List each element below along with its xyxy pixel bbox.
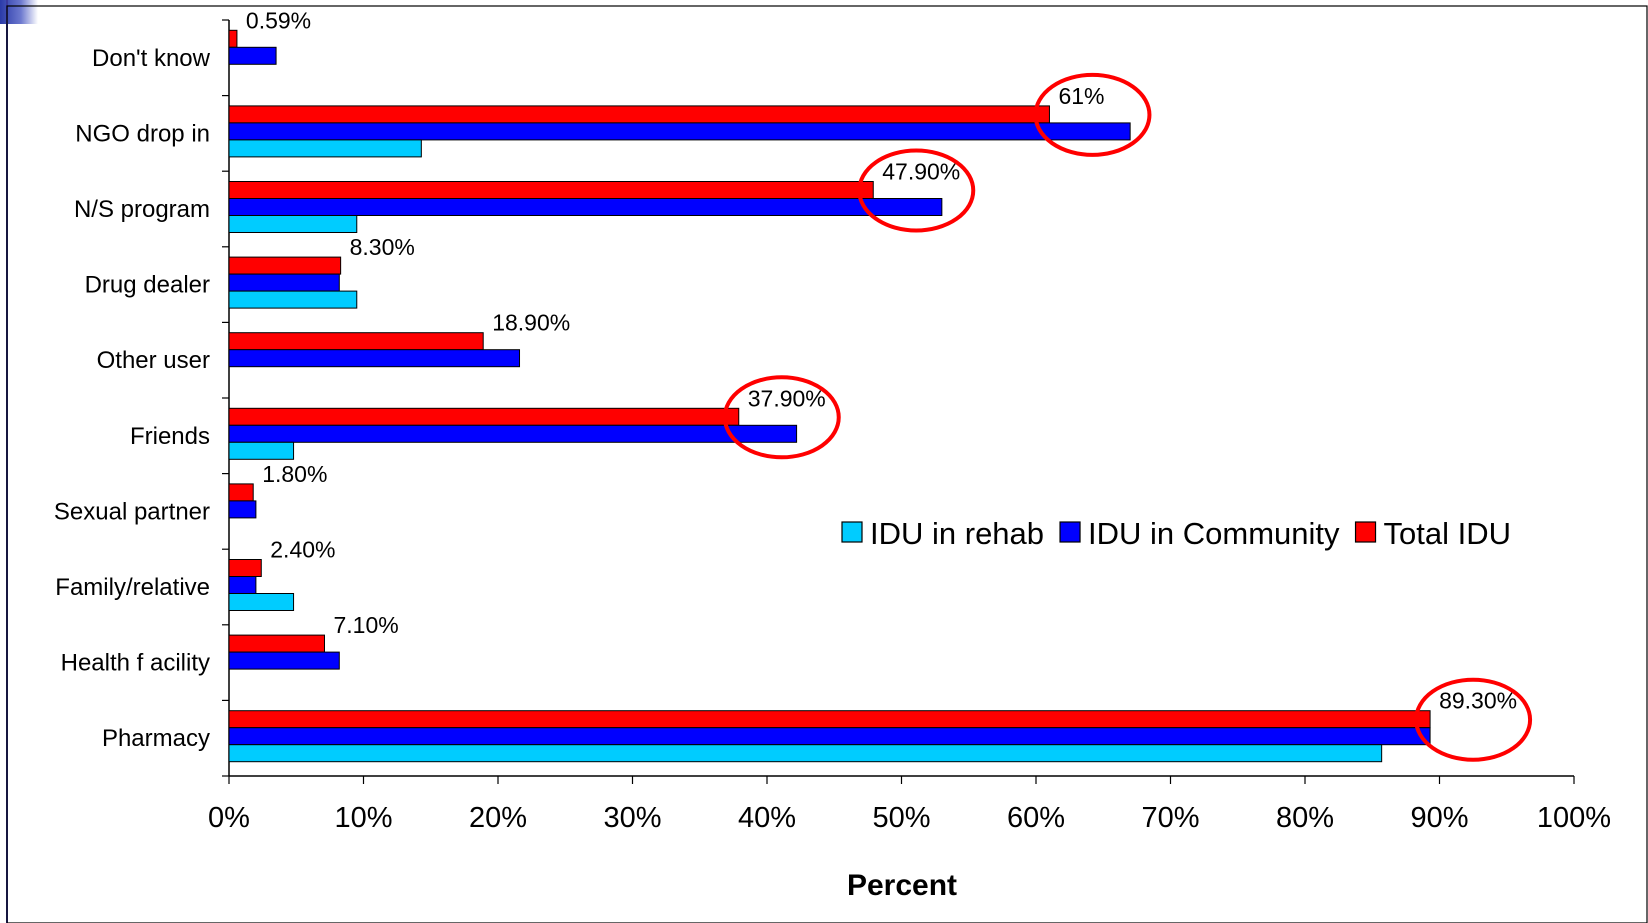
x-tick-label: 50%	[872, 802, 930, 834]
bar-idu-in-community	[229, 274, 339, 291]
x-tick-label: 10%	[334, 802, 392, 834]
data-label: 37.90%	[748, 385, 826, 411]
category-label: Other user	[97, 347, 210, 374]
data-label: 61%	[1058, 83, 1104, 109]
bar-idu-in-rehab	[229, 442, 294, 459]
data-label: 18.90%	[492, 310, 570, 336]
bar-idu-in-community	[229, 47, 276, 64]
legend-label: IDU in rehab	[870, 516, 1044, 551]
bar-total-idu	[229, 560, 261, 577]
x-tick-label: 80%	[1276, 802, 1334, 834]
data-label: 8.30%	[350, 234, 415, 260]
legend-swatch	[842, 522, 862, 542]
category-label: Health f acility	[61, 650, 210, 677]
legend: IDU in rehab IDU in Community Total IDU	[842, 516, 1511, 551]
category-label: Family/relative	[55, 574, 210, 601]
legend-label: IDU in Community	[1088, 516, 1340, 551]
legend-swatch	[1060, 522, 1080, 542]
x-tick-label: 100%	[1537, 802, 1611, 834]
bar-idu-in-community	[229, 350, 520, 367]
bar-idu-in-rehab	[229, 216, 357, 233]
bar-idu-in-rehab	[229, 140, 421, 157]
x-tick-label: 70%	[1141, 802, 1199, 834]
data-label: 47.90%	[882, 159, 960, 185]
bar-total-idu	[229, 711, 1430, 728]
data-label: 1.80%	[262, 461, 327, 487]
category-label: Sexual partner	[54, 498, 210, 525]
category-label: Drug dealer	[85, 272, 210, 299]
bar-total-idu	[229, 30, 237, 47]
bar-idu-in-rehab	[229, 594, 294, 611]
bar-idu-in-community	[229, 425, 797, 442]
data-label: 89.30%	[1439, 688, 1517, 714]
legend-label: Total IDU	[1384, 516, 1511, 551]
bar-idu-in-community	[229, 652, 339, 669]
category-label: Pharmacy	[102, 725, 210, 752]
category-label: Friends	[130, 423, 210, 450]
x-tick-label: 40%	[738, 802, 796, 834]
bar-idu-in-community	[229, 577, 256, 594]
bar-idu-in-community	[229, 199, 942, 216]
category-label: N/S program	[74, 196, 210, 223]
bar-total-idu	[229, 333, 483, 350]
x-axis-title: Percent	[847, 869, 957, 902]
bar-total-idu	[229, 635, 324, 652]
data-label: 7.10%	[333, 612, 398, 638]
x-tick-label: 60%	[1007, 802, 1065, 834]
bar-total-idu	[229, 106, 1049, 123]
bar-idu-in-rehab	[229, 291, 357, 308]
x-tick-label: 20%	[469, 802, 527, 834]
category-label: NGO drop in	[75, 120, 210, 147]
category-label: Don't know	[92, 45, 211, 72]
x-tick-label: 0%	[208, 802, 250, 834]
bar-idu-in-community	[229, 501, 256, 518]
bar-total-idu	[229, 182, 873, 199]
bar-total-idu	[229, 257, 341, 274]
x-tick-label: 90%	[1410, 802, 1468, 834]
bar-total-idu	[229, 484, 253, 501]
bar-idu-in-community	[229, 123, 1130, 140]
bar-idu-in-rehab	[229, 745, 1382, 762]
data-label: 0.59%	[246, 7, 311, 33]
data-label: 2.40%	[270, 537, 335, 563]
x-tick-label: 30%	[603, 802, 661, 834]
bar-idu-in-community	[229, 728, 1430, 745]
plot-area: 0% 10% 20% 30% 40% 50% 60% 70% 80% 90% 100% Don't k…	[7, 6, 1647, 923]
legend-swatch	[1356, 522, 1376, 542]
bar-total-idu	[229, 408, 739, 425]
